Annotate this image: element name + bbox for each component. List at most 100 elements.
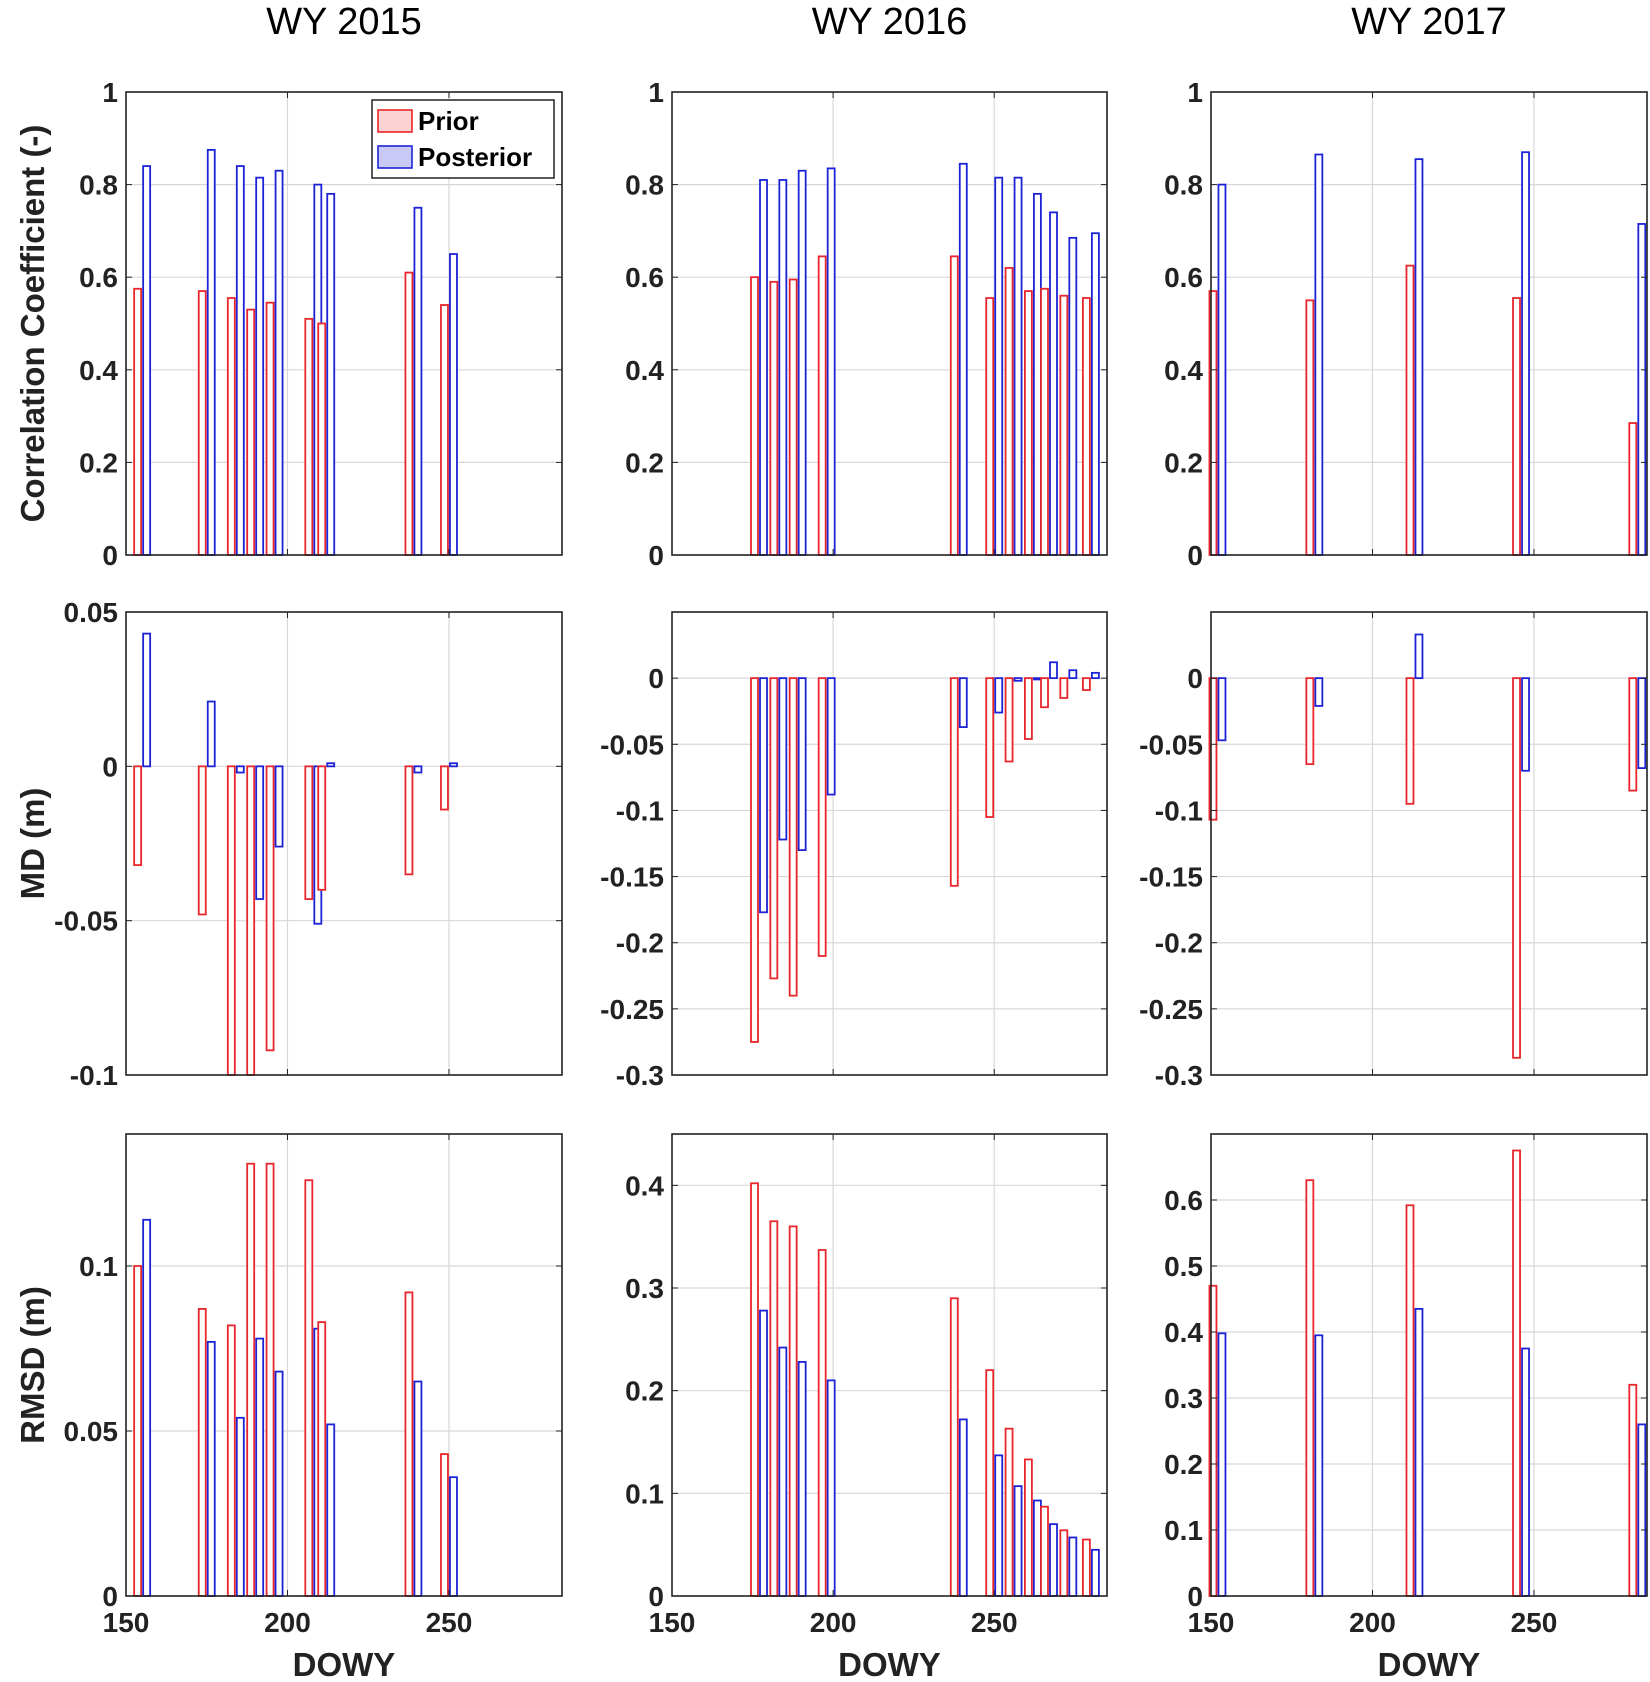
WY2017-rmsd-ytick-label: 0.3 <box>1164 1383 1203 1414</box>
y-axis-label-rmsd: RMSD (m) <box>14 1286 51 1444</box>
WY2015-md-posterior-bar-0 <box>142 632 152 768</box>
WY2015-corr-prior-bar-4 <box>265 301 275 556</box>
WY2015-md-posterior-bar-7 <box>413 765 423 774</box>
WY2016-corr-prior-bar-1 <box>769 280 779 556</box>
WY2017-md-prior-bar-2 <box>1405 677 1415 805</box>
WY2015-corr-ytick-label: 0 <box>102 540 118 571</box>
WY2015-corr-prior-bar-0 <box>133 287 143 556</box>
WY2016-rmsd-prior-bar-0 <box>750 1182 759 1597</box>
WY2016-md-prior-bar-10 <box>1081 677 1091 691</box>
WY2016-corr-prior-bar-3 <box>817 255 827 556</box>
WY2015-md-prior-bar-5 <box>304 765 314 900</box>
WY2017-corr-prior-bar-1 <box>1305 299 1315 556</box>
WY2015-md-prior-bar-3 <box>246 765 256 1076</box>
WY2016-md-ytick-label: -0.1 <box>616 795 664 826</box>
y-axis-label-corr: Correlation Coefficient (-) <box>14 125 51 523</box>
WY2017-corr-prior-bar-2 <box>1405 264 1415 556</box>
WY2016-corr-prior-bar-2 <box>788 278 798 556</box>
WY2015-rmsd-xtick-label: 200 <box>264 1607 311 1638</box>
WY2016-corr-frame <box>671 91 1108 556</box>
WY2016-md-ytick-label: -0.3 <box>616 1060 664 1091</box>
WY2016-rmsd-xtick-label: 250 <box>971 1607 1018 1638</box>
WY2015-rmsd-prior-bar-5 <box>304 1179 314 1597</box>
WY2015-rmsd-prior-bar-1 <box>197 1308 207 1597</box>
WY2017-rmsd-ytick-label: 0.2 <box>1164 1449 1203 1480</box>
WY2016-rmsd-prior-bar-4 <box>949 1297 959 1597</box>
WY2015-rmsd-posterior-bar-8 <box>449 1476 458 1597</box>
WY2017-corr-ytick-label: 0.2 <box>1164 447 1203 478</box>
WY2016-rmsd-xtick-label: 200 <box>810 1607 857 1638</box>
WY2017-md-posterior-bar-4 <box>1637 677 1647 769</box>
WY2017-corr-frame <box>1210 91 1648 556</box>
WY2016-rmsd-frame <box>671 1133 1108 1597</box>
WY2016-md-ytick-label: 0 <box>648 663 664 694</box>
WY2017-rmsd-plot-area <box>1211 1134 1647 1596</box>
WY2017-rmsd-posterior-bar-4 <box>1637 1423 1647 1597</box>
WY2016-corr-prior-bar-0 <box>750 276 759 556</box>
WY2015-corr-posterior-bar-0 <box>142 165 152 556</box>
WY2016-md-posterior-bar-0 <box>759 677 768 914</box>
WY2016-corr-posterior-bar-0 <box>759 179 768 556</box>
WY2016-corr-prior-bar-8 <box>1040 287 1049 556</box>
WY2016-md-posterior-bar-5 <box>994 677 1004 714</box>
WY2016-rmsd-posterior-bar-10 <box>1090 1548 1100 1597</box>
WY2015-rmsd-posterior-bar-3 <box>255 1337 265 1597</box>
WY2015-md-posterior-bar-1 <box>206 700 216 768</box>
WY2016-rmsd-ytick-label: 0 <box>648 1581 664 1612</box>
WY2016-corr-ytick-label: 0 <box>648 540 664 571</box>
WY2017-corr-prior-bar-4 <box>1628 422 1638 556</box>
WY2017-corr-posterior-bar-0 <box>1217 183 1227 556</box>
WY2015-corr-prior-bar-5 <box>304 317 314 556</box>
WY2016-md-posterior-bar-6 <box>1013 677 1023 682</box>
WY2015-md-frame <box>125 611 563 1076</box>
WY2016-rmsd-prior-bar-9 <box>1059 1529 1069 1597</box>
WY2015-md-posterior-bar-4 <box>274 765 284 848</box>
WY2016-rmsd-ytick-label: 0.3 <box>625 1273 664 1304</box>
WY2017-md-posterior-bar-3 <box>1521 677 1530 772</box>
WY2015-corr-ytick-label: 0.8 <box>79 170 118 201</box>
WY2015-corr-ytick-label: 0.6 <box>79 262 118 293</box>
column-title-2: WY 2016 <box>812 1 968 43</box>
WY2017-md-prior-bar-3 <box>1512 677 1521 1059</box>
WY2017-corr-posterior-bar-3 <box>1521 151 1530 556</box>
WY2015-md-prior-bar-0 <box>133 765 143 867</box>
WY2015-rmsd-posterior-bar-1 <box>206 1341 216 1597</box>
WY2016-md-prior-bar-7 <box>1023 677 1033 740</box>
WY2015-corr-ytick-label: 0.4 <box>79 355 118 386</box>
WY2015-rmsd-xtick-label: 250 <box>426 1607 473 1638</box>
legend-label-posterior: Posterior <box>418 142 532 172</box>
WY2016-rmsd-posterior-bar-2 <box>797 1361 807 1597</box>
WY2015-md-prior-bar-6 <box>317 765 327 891</box>
WY2015-rmsd-ytick-label: 0 <box>102 1581 118 1612</box>
WY2015-rmsd-ytick-label: 0.05 <box>64 1416 119 1447</box>
WY2017-rmsd-xtick-label: 150 <box>1188 1607 1235 1638</box>
WY2016-rmsd-posterior-bar-7 <box>1032 1499 1042 1597</box>
WY2015-md-plot-area <box>126 612 562 1075</box>
WY2016-rmsd-posterior-bar-9 <box>1068 1536 1078 1597</box>
WY2016-md-prior-bar-8 <box>1040 677 1049 709</box>
WY2017-rmsd-ytick-label: 0 <box>1187 1581 1203 1612</box>
WY2017-corr-posterior-bar-4 <box>1637 223 1647 556</box>
WY2015-rmsd-prior-bar-7 <box>404 1291 414 1597</box>
WY2015-corr-ytick-label: 1 <box>102 77 118 108</box>
WY2017-rmsd-prior-bar-4 <box>1628 1383 1638 1597</box>
WY2016-md-posterior-bar-10 <box>1090 671 1100 680</box>
WY2016-corr-ytick-label: 0.2 <box>625 447 664 478</box>
WY2016-md-prior-bar-4 <box>949 677 959 887</box>
WY2016-corr-prior-bar-4 <box>949 255 959 556</box>
WY2016-corr-prior-bar-6 <box>1004 267 1014 556</box>
WY2016-md-prior-bar-5 <box>985 677 995 818</box>
WY2016-md-prior-bar-9 <box>1059 677 1069 699</box>
y-axis-label-md: MD (m) <box>14 788 51 900</box>
WY2015-corr-prior-bar-7 <box>404 271 414 556</box>
WY2017-rmsd-prior-bar-1 <box>1305 1179 1315 1597</box>
WY2016-md-prior-bar-6 <box>1004 677 1014 763</box>
WY2016-md-ytick-label: -0.2 <box>616 928 664 959</box>
WY2017-rmsd-ytick-label: 0.4 <box>1164 1317 1203 1348</box>
WY2016-rmsd-prior-bar-7 <box>1023 1458 1033 1597</box>
WY2016-rmsd-posterior-bar-0 <box>759 1309 768 1597</box>
WY2016-rmsd-prior-bar-10 <box>1081 1538 1091 1597</box>
WY2017-corr-plot-area <box>1211 92 1647 555</box>
WY2016-rmsd-posterior-bar-8 <box>1049 1523 1058 1597</box>
WY2017-rmsd-posterior-bar-1 <box>1314 1334 1324 1597</box>
